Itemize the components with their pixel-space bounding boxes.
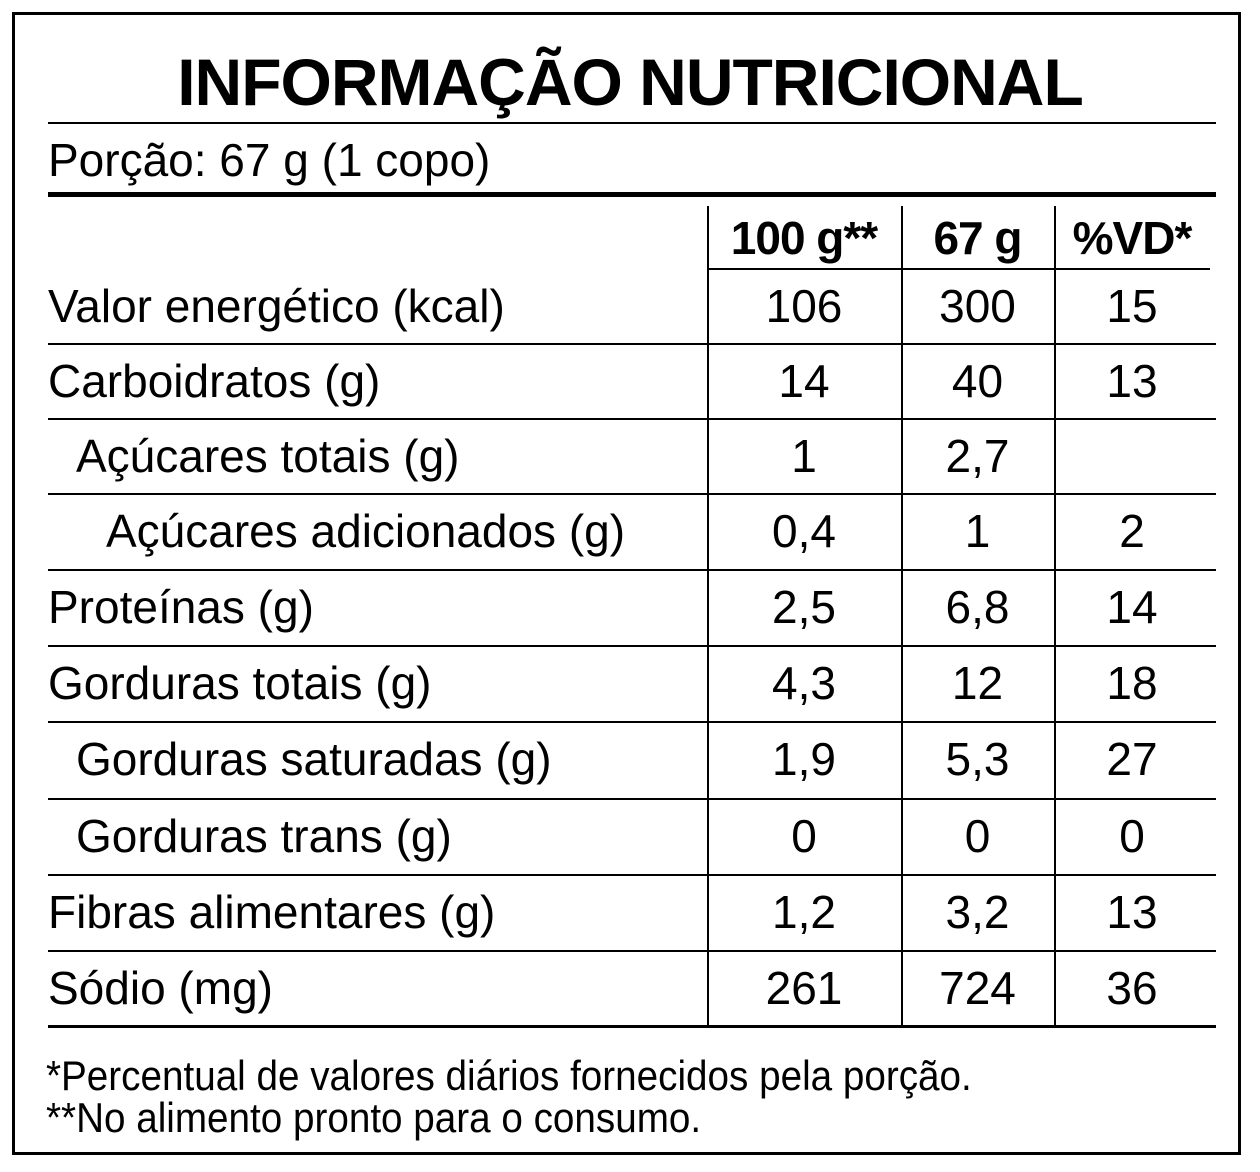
- value-per-100g: 0,4: [772, 505, 836, 557]
- value-per-portion: 40: [951, 355, 1004, 407]
- value-per-portion: 5,3: [945, 733, 1010, 785]
- value-per-100g: 1,9: [772, 733, 836, 785]
- value-daily-percent: 36: [1106, 962, 1158, 1014]
- footnote-ready-to-eat: **No alimento pronto para o consumo.: [46, 1094, 702, 1141]
- column-divider: [1054, 206, 1056, 1026]
- row-label: Fibras alimentares (g): [48, 886, 496, 938]
- value-per-100g: 2,5: [772, 581, 836, 633]
- row-divider: [48, 721, 1216, 723]
- header-per-100g: 100 g**: [730, 212, 878, 264]
- value-per-portion: 12: [951, 657, 1004, 709]
- value-daily-percent: 13: [1106, 886, 1158, 938]
- value-per-100g: 1,2: [772, 886, 836, 938]
- header-per-portion: 67 g: [933, 212, 1022, 264]
- row-divider: [48, 950, 1216, 952]
- portion-text: Porção: 67 g (1 copo): [48, 134, 491, 186]
- row-divider: [48, 418, 1216, 420]
- row-label: Açúcares adicionados (g): [106, 505, 626, 557]
- row-divider: [48, 645, 1216, 647]
- row-label: Gorduras trans (g): [76, 810, 452, 862]
- value-per-portion: 3,2: [945, 886, 1010, 938]
- label-title: INFORMAÇÃO NUTRICIONAL: [177, 45, 1084, 119]
- row-divider: [48, 874, 1216, 876]
- row-divider: [48, 343, 1216, 345]
- row-label: Gorduras totais (g): [48, 657, 432, 709]
- value-daily-percent: 18: [1106, 657, 1158, 709]
- value-per-100g: 1: [791, 430, 817, 482]
- row-divider: [48, 798, 1216, 800]
- value-daily-percent: 13: [1106, 355, 1158, 407]
- row-label: Valor energético (kcal): [48, 280, 505, 332]
- value-per-portion: 1: [964, 505, 991, 557]
- column-divider: [901, 206, 903, 1026]
- title-divider: [48, 122, 1216, 124]
- value-per-portion: 6,8: [945, 581, 1010, 633]
- value-per-100g: 106: [765, 280, 843, 332]
- value-per-portion: 0: [964, 810, 991, 862]
- label-frame: [12, 12, 1241, 1155]
- row-label: Açúcares totais (g): [76, 430, 460, 482]
- value-daily-percent: 14: [1106, 581, 1158, 633]
- row-divider: [48, 493, 1216, 495]
- value-per-100g: 0: [791, 810, 817, 862]
- row-divider: [48, 569, 1216, 571]
- value-per-100g: 4,3: [772, 657, 836, 709]
- value-daily-percent: 2: [1119, 505, 1145, 557]
- value-per-100g: 14: [778, 355, 830, 407]
- value-daily-percent: 27: [1106, 733, 1158, 785]
- value-per-portion: 2,7: [945, 430, 1010, 482]
- column-divider: [707, 206, 709, 1026]
- footnote-vd: *Percentual de valores diários fornecido…: [46, 1052, 972, 1099]
- value-per-100g: 261: [765, 962, 843, 1014]
- row-label: Sódio (mg): [48, 962, 273, 1014]
- portion-divider: [48, 192, 1216, 197]
- value-daily-percent: 0: [1119, 810, 1145, 862]
- value-per-portion: 724: [939, 962, 1016, 1014]
- header-daily-value: %VD*: [1072, 212, 1193, 264]
- value-per-portion: 300: [939, 280, 1016, 332]
- value-daily-percent: 15: [1106, 280, 1158, 332]
- row-label: Proteínas (g): [48, 581, 314, 633]
- header-divider: [707, 268, 1210, 270]
- row-label: Carboidratos (g): [48, 355, 381, 407]
- row-label: Gorduras saturadas (g): [76, 733, 552, 785]
- table-bottom-rule: [48, 1025, 1216, 1028]
